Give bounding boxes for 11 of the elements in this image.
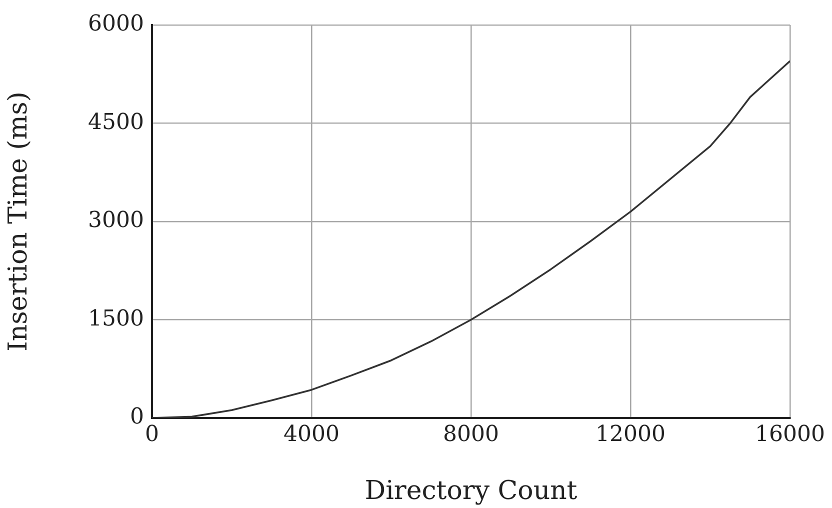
x-tick-label: 16000: [755, 422, 825, 447]
y-tick-label: 6000: [88, 12, 144, 37]
x-axis-title: Directory Count: [364, 476, 578, 506]
x-tick-label: 8000: [443, 422, 499, 447]
y-tick-label: 4500: [88, 110, 144, 135]
y-tick-label: 3000: [88, 208, 144, 234]
x-tick-label: 12000: [596, 422, 666, 447]
y-tick-label: 0: [130, 404, 144, 430]
y-axis-title: Insertion Time (ms): [3, 92, 34, 352]
y-tick-label: 1500: [88, 306, 144, 332]
x-tick-label: 4000: [284, 422, 340, 447]
